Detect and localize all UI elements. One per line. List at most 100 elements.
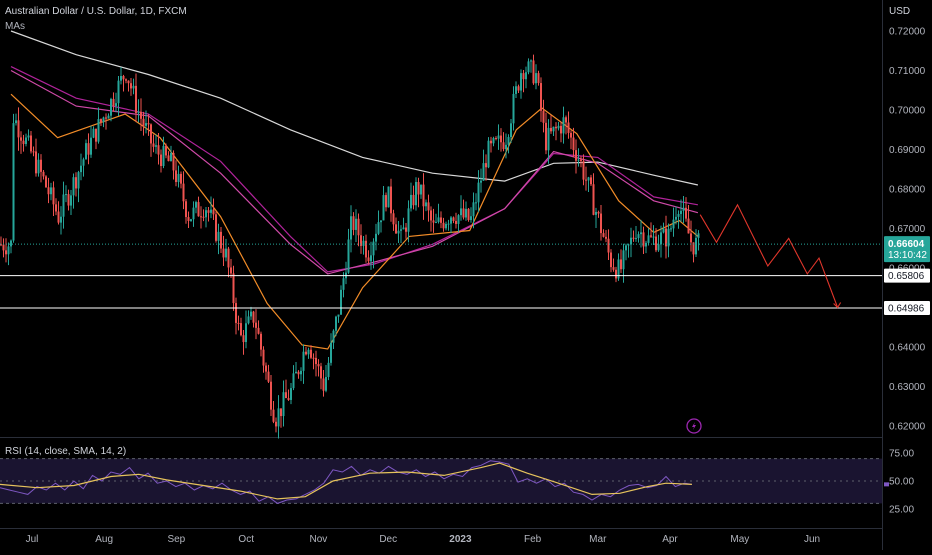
candle-body — [530, 60, 532, 62]
candle-body — [630, 237, 632, 245]
candle-body — [367, 257, 370, 262]
candle-body — [312, 357, 315, 359]
x-tick-label: May — [730, 534, 749, 545]
candle-body — [195, 202, 197, 208]
candle-body — [52, 187, 55, 205]
candle-body — [462, 208, 465, 218]
candle-body — [397, 230, 400, 234]
candle-body — [90, 137, 92, 155]
candle-body — [645, 242, 647, 247]
candle-body — [395, 224, 397, 234]
y-tick-label: 0.70000 — [889, 106, 926, 117]
candle-body — [362, 240, 365, 246]
candle-body — [607, 238, 610, 253]
candle-body — [375, 233, 377, 242]
candle-body — [687, 218, 690, 234]
candle-body — [350, 216, 352, 240]
candle-body — [315, 357, 317, 365]
x-tick-label: Jul — [26, 534, 39, 545]
candle-body — [80, 165, 82, 173]
candle-body — [12, 123, 15, 241]
candle-body — [627, 244, 630, 246]
candle-body — [325, 377, 327, 391]
candle-body — [632, 237, 635, 239]
x-tick-label: Nov — [309, 534, 327, 545]
candle-body — [425, 202, 427, 207]
level-tag-value: 0.64986 — [888, 304, 925, 315]
candle-body — [437, 217, 440, 222]
horizontal-levels[interactable] — [0, 243, 882, 309]
candle-body — [400, 229, 402, 231]
candle-body — [87, 143, 90, 155]
candle-body — [692, 242, 695, 255]
symbol-title[interactable]: Australian Dollar / U.S. Dollar, 1D, FXC… — [5, 6, 187, 17]
candle-body — [242, 335, 245, 343]
candle-body — [347, 239, 350, 273]
candle-body — [265, 365, 267, 372]
rsi-band-fill — [0, 458, 882, 504]
y-tick-label: 0.63000 — [889, 382, 926, 393]
candle-body — [625, 245, 627, 251]
candle-body — [297, 371, 300, 375]
lightning-glyph — [692, 422, 696, 430]
rsi-bands — [0, 458, 882, 504]
candle-body — [557, 125, 560, 129]
candle-body — [440, 217, 442, 223]
candle-body — [117, 80, 120, 104]
candle-body — [487, 140, 490, 168]
candle-body — [635, 238, 637, 240]
candle-body — [262, 349, 265, 366]
candle-body — [132, 85, 135, 89]
candle-body — [535, 73, 537, 84]
candle-body — [272, 409, 275, 422]
candle-body — [562, 117, 565, 134]
candle-body — [210, 209, 212, 213]
candle-body — [102, 117, 105, 123]
candle-body — [120, 76, 122, 81]
y-tick-label: 0.69000 — [889, 145, 926, 156]
candle-body — [85, 143, 87, 160]
candle-body — [620, 259, 622, 270]
candle-body — [547, 127, 550, 151]
indicator-label[interactable]: MAs — [5, 21, 25, 32]
candle-body — [247, 316, 250, 324]
candle-body — [135, 85, 137, 113]
candle-body — [360, 235, 362, 246]
candle-body — [307, 349, 310, 355]
y-tick-label: 0.72000 — [889, 27, 926, 38]
rsi-label[interactable]: RSI (14, close, SMA, 14, 2) — [5, 446, 127, 457]
lightning-icon — [686, 418, 702, 434]
candle-body — [155, 145, 157, 147]
moving-average-line — [10, 93, 699, 350]
candle-body — [240, 323, 242, 336]
candle-body — [582, 161, 585, 180]
candle-body — [192, 207, 195, 220]
candle-body — [285, 392, 287, 399]
candle-body — [330, 342, 332, 363]
candle-body — [390, 186, 392, 214]
candle-body — [680, 210, 682, 214]
candle-body — [230, 267, 232, 274]
candle-body — [427, 202, 430, 211]
candle-body — [507, 137, 510, 145]
candle-body — [520, 73, 522, 91]
candle-body — [647, 235, 650, 243]
candle-body — [22, 140, 25, 144]
candle-body — [572, 137, 575, 151]
x-tick-label: Apr — [662, 534, 678, 545]
moving-average-line — [10, 66, 699, 273]
candle-body — [267, 371, 270, 382]
candle-body — [420, 184, 422, 195]
candle-body — [232, 273, 235, 304]
candle-body — [665, 228, 667, 247]
candle-body — [652, 236, 655, 238]
candle-body — [217, 231, 220, 241]
candle-body — [340, 289, 342, 315]
candle-body — [227, 248, 230, 268]
candle-body — [145, 123, 147, 126]
candle-body — [355, 218, 357, 230]
candle-body — [495, 138, 497, 140]
